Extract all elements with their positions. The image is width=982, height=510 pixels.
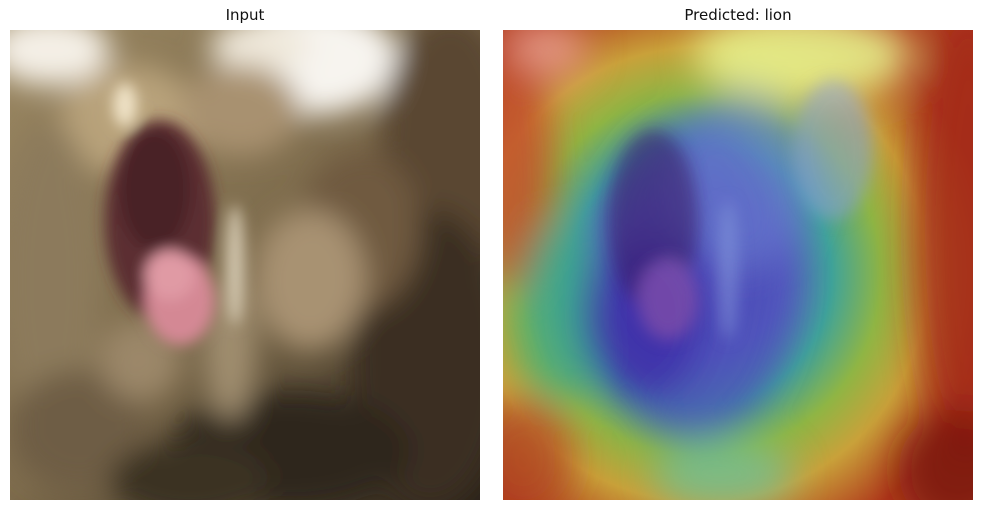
heatmap-overlay-image	[503, 30, 973, 500]
input-panel: Input	[10, 0, 480, 510]
prediction-title: Predicted: lion	[684, 6, 792, 24]
prediction-panel: Predicted: lion	[503, 0, 973, 510]
input-title: Input	[225, 6, 265, 24]
input-image	[10, 30, 480, 500]
